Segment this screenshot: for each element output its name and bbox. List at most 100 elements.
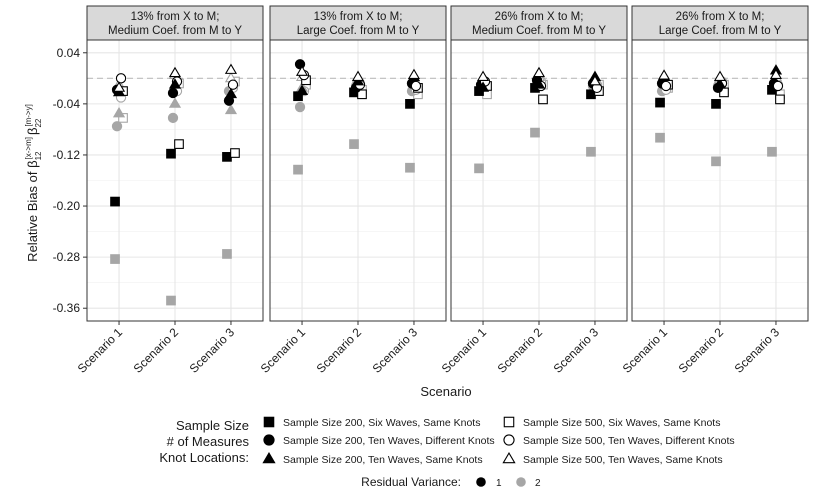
axes-layer: 0.04 -0.04 -0.12 -0.20 -0.28 -0.36 Relative Bi… bbox=[24, 46, 472, 399]
data-point-ss200_ten_same-rv1 bbox=[295, 84, 309, 95]
x-tick-label: Scenario 1 bbox=[258, 325, 309, 376]
data-point-ss500_ten_same-rv1 bbox=[112, 81, 126, 92]
y-axis-title-sup2: [m->y] bbox=[24, 104, 33, 126]
data-point-ss200_six_same-rv2 bbox=[405, 162, 415, 173]
data-point-ss500_ten_same-rv1 bbox=[588, 75, 602, 86]
legend-title-line2: # of Measures bbox=[167, 434, 250, 449]
y-axis-title-main: Relative Bias of β bbox=[25, 160, 40, 261]
data-point-ss500_ten_diff-rv1 bbox=[410, 80, 422, 92]
panel-title-line2: Large Coef. from M to Y bbox=[659, 25, 782, 37]
data-point-ss200_six_same-rv2 bbox=[293, 164, 303, 175]
legend-title-line3: Knot Locations: bbox=[159, 450, 249, 465]
y-axis-title-sup1: [x->m] bbox=[24, 137, 33, 159]
data-point-ss500_six_same-rv1 bbox=[538, 94, 548, 105]
x-tick-label: Scenario 2 bbox=[131, 325, 182, 376]
legend-marker-ss200_ten_same bbox=[262, 451, 276, 464]
x-tick-label: Scenario 3 bbox=[732, 325, 783, 376]
data-point-ss200_ten_same-rv1 bbox=[476, 81, 490, 92]
panel-title-line1: 26% from X to M; bbox=[676, 11, 765, 23]
data-point-ss200_six_same-rv1 bbox=[166, 148, 176, 159]
data-point-ss200_six_same-rv2 bbox=[166, 295, 176, 306]
legend-marker-ss200_six_same bbox=[263, 416, 275, 428]
panel-strip bbox=[269, 5, 447, 41]
legend-resvar-marker-1 bbox=[476, 477, 486, 487]
data-point-ss500_six_same-rv1 bbox=[357, 89, 367, 100]
data-point-ss500_ten_diff-rv1 bbox=[227, 79, 239, 90]
data-point-ss200_ten_same-rv2 bbox=[112, 106, 126, 118]
y-axis-title-sub2: 22 bbox=[34, 118, 43, 127]
y-tick-label: -0.36 bbox=[53, 301, 81, 315]
legend-resvar-label-2: 2 bbox=[535, 478, 541, 489]
data-point-ss200_ten_same-rv1 bbox=[713, 78, 727, 89]
data-point-ss500_ten_same-rv1 bbox=[713, 70, 727, 81]
data-point-ss200_six_same-rv1 bbox=[405, 99, 415, 109]
legend-resvar-label-1: 1 bbox=[496, 478, 502, 489]
data-point-ss200_ten_diff-rv1 bbox=[294, 59, 306, 70]
legend-label-ss500_ten_same: Sample Size 500, Ten Waves, Same Knots bbox=[523, 454, 723, 466]
data-point-ss200_ten_same-rv2 bbox=[168, 97, 182, 108]
data-point-ss200_six_same-rv1 bbox=[711, 99, 721, 109]
legend-title-line1: Sample Size bbox=[176, 418, 249, 433]
x-tick-label: Scenario 2 bbox=[676, 325, 727, 376]
data-point-ss500_six_same-rv1 bbox=[174, 139, 184, 149]
x-tick-label: Scenario 2 bbox=[495, 325, 546, 376]
data-point-ss200_ten_same-rv1 bbox=[532, 78, 546, 89]
data-point-ss200_six_same-rv2 bbox=[655, 132, 665, 143]
y-tick-label: 0.04 bbox=[57, 46, 81, 60]
data-point-ss200_ten_diff-rv1 bbox=[167, 87, 179, 99]
data-point-ss200_six_same-rv2 bbox=[110, 254, 120, 264]
panel-title-line2: Medium Coef. from M to Y bbox=[108, 25, 242, 37]
data-point-ss500_ten_diff-rv1 bbox=[772, 80, 784, 92]
panel-title-line2: Large Coef. from M to Y bbox=[297, 25, 420, 37]
data-point-ss500_ten_same-rv1 bbox=[769, 68, 783, 80]
panel-title-line1: 13% from X to M; bbox=[131, 11, 220, 23]
y-axis-title: Relative Bias of β12[x->m] β22[m->y] bbox=[24, 104, 43, 262]
data-point-ss500_ten_same-rv1 bbox=[407, 68, 421, 80]
x-tick-label: Scenario 3 bbox=[370, 325, 421, 376]
panel-strip bbox=[86, 5, 264, 41]
legend-marker-ss500_ten_same bbox=[502, 451, 516, 464]
panel-title-line1: 26% from X to M; bbox=[495, 11, 584, 23]
legend-label-ss500_six_same: Sample Size 500, Six Waves, Same Knots bbox=[523, 417, 720, 429]
panel-title-line1: 13% from X to M; bbox=[314, 11, 403, 23]
x-tick-label: Scenario 3 bbox=[187, 325, 238, 376]
data-point-ss500_ten_same-rv1 bbox=[351, 70, 365, 81]
legend-marker-ss200_ten_diff bbox=[263, 434, 275, 446]
data-point-ss200_six_same-rv2 bbox=[474, 163, 484, 174]
data-point-ss200_six_same-rv1 bbox=[655, 97, 665, 108]
panel-strip bbox=[631, 5, 809, 41]
legend-label-ss200_six_same: Sample Size 200, Six Waves, Same Knots bbox=[283, 417, 480, 429]
data-point-ss200_ten_same-rv1 bbox=[224, 87, 238, 99]
data-point-ss500_six_same-rv1 bbox=[775, 94, 785, 105]
legend-label-ss200_ten_diff: Sample Size 200, Ten Waves, Different Kn… bbox=[283, 435, 495, 447]
data-point-ss200_six_same-rv2 bbox=[711, 156, 721, 167]
panel-1: 13% from X to M; Medium Coef. from M to Y… bbox=[75, 5, 264, 376]
x-tick-label: Scenario 3 bbox=[551, 325, 602, 376]
legend-label-ss500_ten_diff: Sample Size 500, Ten Waves, Different Kn… bbox=[523, 435, 735, 447]
data-point-ss200_ten_diff-rv2 bbox=[167, 112, 179, 124]
x-tick-label: Scenario 1 bbox=[75, 325, 126, 376]
y-tick-label: -0.28 bbox=[53, 250, 81, 264]
y-axis-title-beta2: β bbox=[25, 128, 40, 135]
data-point-ss500_six_same-rv1 bbox=[230, 148, 240, 158]
data-point-ss200_six_same-rv2 bbox=[222, 249, 232, 259]
panel-strip bbox=[450, 5, 628, 41]
legend-marker-ss500_six_same bbox=[503, 416, 515, 428]
legend-label-ss200_ten_same: Sample Size 200, Ten Waves, Same Knots bbox=[283, 454, 483, 466]
data-point-ss200_ten_same-rv1 bbox=[168, 78, 182, 89]
data-point-ss200_ten_diff-rv2 bbox=[294, 101, 306, 113]
data-point-ss500_ten_same-rv1 bbox=[476, 70, 490, 81]
legend-resvar-marker-2 bbox=[516, 477, 526, 487]
y-tick-label: -0.04 bbox=[53, 97, 81, 111]
panel-2: 13% from X to M; Large Coef. from M to Y S… bbox=[258, 5, 447, 376]
data-point-ss500_ten_same-rv1 bbox=[168, 66, 182, 78]
data-point-ss500_ten_diff-rv1 bbox=[115, 73, 127, 84]
panel-title-line2: Medium Coef. from M to Y bbox=[472, 25, 606, 37]
y-tick-label: -0.20 bbox=[53, 199, 81, 213]
data-point-ss500_ten_same-rv1 bbox=[295, 65, 309, 76]
legend-resvar-title: Residual Variance: bbox=[361, 475, 461, 489]
x-tick-label: Scenario 1 bbox=[439, 325, 490, 376]
y-tick-label: -0.12 bbox=[53, 148, 81, 162]
